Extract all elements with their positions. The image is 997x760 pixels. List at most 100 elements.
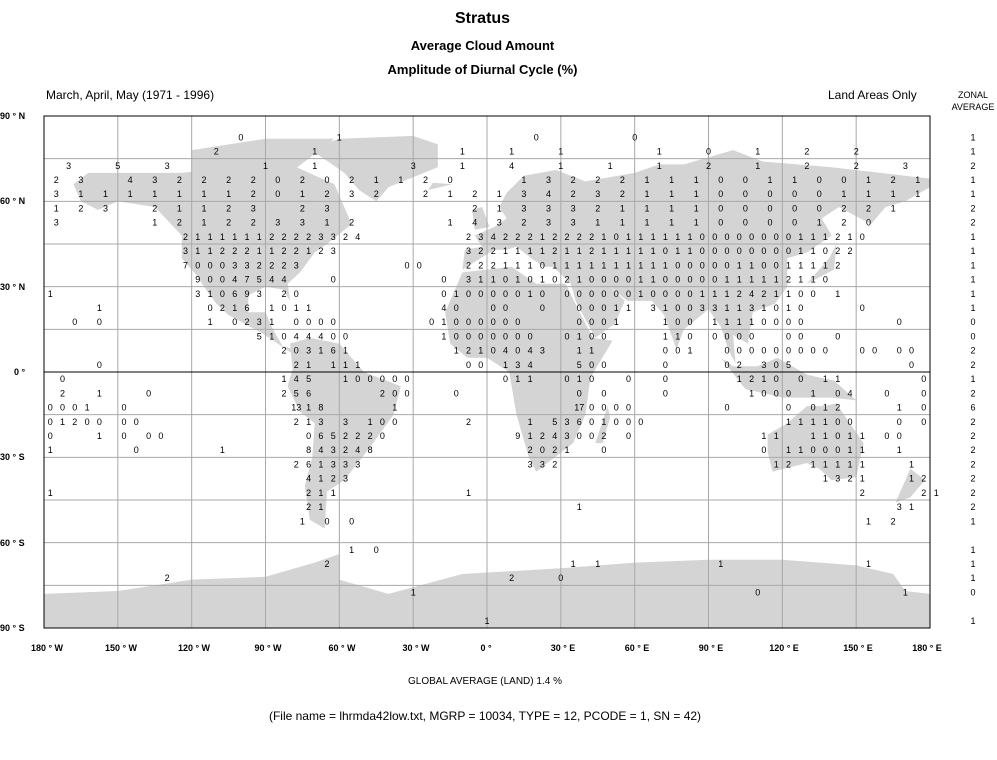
cell-value: 0 [761, 388, 766, 398]
cell-value: 2 [552, 246, 557, 256]
lon-label: 120 ° W [177, 643, 211, 653]
cell-value: 1 [331, 488, 336, 498]
cell-value: 0 [718, 218, 723, 228]
cell-value: 3 [306, 346, 311, 356]
lon-label: 90 ° W [254, 643, 282, 653]
zonal-average-value: 1 [970, 246, 975, 256]
cell-value: 0 [835, 445, 840, 455]
zonal-average-value: 1 [970, 260, 975, 270]
cell-value: 1 [343, 360, 348, 370]
cell-value: 0 [761, 232, 766, 242]
cell-value: 0 [724, 246, 729, 256]
cell-value: 2 [509, 573, 514, 583]
cell-value: 0 [281, 331, 286, 341]
cell-value: 1 [589, 346, 594, 356]
cell-value: 0 [626, 275, 631, 285]
cell-value: 2 [226, 218, 231, 228]
cell-value: 2 [294, 360, 299, 370]
cell-value: 5 [331, 431, 336, 441]
cell-value: 1 [694, 189, 699, 199]
cell-value: 0 [712, 232, 717, 242]
cell-value: 1 [774, 431, 779, 441]
cell-value: 1 [644, 175, 649, 185]
cell-value: 1 [823, 431, 828, 441]
cell-value: 0 [503, 303, 508, 313]
cell-value: 1 [601, 417, 606, 427]
cell-value: 0 [515, 346, 520, 356]
cell-value: 0 [626, 403, 631, 413]
cell-value: 1 [128, 189, 133, 199]
cell-value: 0 [651, 289, 656, 299]
cell-value: 1 [749, 260, 754, 270]
cell-value: 2 [423, 175, 428, 185]
cell-value: 5 [577, 360, 582, 370]
cell-value: 3 [331, 445, 336, 455]
cell-value: 1 [589, 260, 594, 270]
cell-value: 1 [687, 232, 692, 242]
cell-value: 13 [291, 403, 301, 413]
cell-value: 3 [349, 189, 354, 199]
cell-value: 2 [847, 474, 852, 484]
cell-value: 1 [48, 289, 53, 299]
cell-value: 0 [866, 218, 871, 228]
cell-value: 1 [48, 445, 53, 455]
cell-value: 3 [835, 474, 840, 484]
cell-value: 2 [835, 403, 840, 413]
cell-value: 1 [577, 331, 582, 341]
cell-value: 1 [761, 374, 766, 384]
cell-value: 1 [614, 303, 619, 313]
cell-value: 0 [577, 317, 582, 327]
cell-value: 0 [491, 317, 496, 327]
cell-value: 1 [811, 275, 816, 285]
cell-value: 0 [632, 132, 637, 142]
cell-value: 1 [515, 246, 520, 256]
land-area [73, 164, 352, 353]
cell-value: 0 [466, 317, 471, 327]
cell-value: 1 [306, 246, 311, 256]
cell-value: 0 [614, 417, 619, 427]
cell-value: 0 [712, 275, 717, 285]
cell-value: 1 [177, 189, 182, 199]
cell-value: 3 [497, 218, 502, 228]
cell-value: 2 [552, 232, 557, 242]
cell-value: 1 [577, 246, 582, 256]
cell-value: 2 [786, 275, 791, 285]
zonal-average-value: 1 [970, 516, 975, 526]
cell-value: 0 [921, 417, 926, 427]
cell-value: 2 [281, 346, 286, 356]
cell-value: 1 [823, 403, 828, 413]
cell-value: 3 [331, 459, 336, 469]
cell-value: 0 [503, 331, 508, 341]
cell-value: 2 [281, 260, 286, 270]
cell-value: 0 [232, 317, 237, 327]
cell-value: 0 [767, 218, 772, 228]
cell-value: 3 [897, 502, 902, 512]
cell-value: 2 [595, 203, 600, 213]
cell-value: 2 [589, 246, 594, 256]
zonal-average-value: 6 [970, 403, 975, 413]
cell-value: 2 [251, 218, 256, 228]
cell-value: 2 [177, 175, 182, 185]
cell-value: 3 [300, 218, 305, 228]
cell-value: 1 [669, 218, 674, 228]
cell-value: 1 [626, 232, 631, 242]
cell-value: 0 [724, 346, 729, 356]
cell-value: 8 [318, 403, 323, 413]
cell-value: 0 [798, 303, 803, 313]
cell-value: 1 [392, 403, 397, 413]
cell-value: 0 [614, 403, 619, 413]
cell-value: 3 [700, 303, 705, 313]
cell-value: 1 [638, 260, 643, 270]
cell-value: 1 [811, 388, 816, 398]
zonal-average-value: 1 [970, 275, 975, 285]
cell-value: 1 [847, 232, 852, 242]
cell-value: 1 [737, 303, 742, 313]
cell-value: 1 [860, 431, 865, 441]
zonal-average-value: 2 [970, 388, 975, 398]
cell-value: 1 [564, 246, 569, 256]
cell-value: 1 [749, 275, 754, 285]
zonal-average-value: 2 [970, 459, 975, 469]
cell-value: 3 [244, 260, 249, 270]
cell-value: 0 [318, 317, 323, 327]
cell-value: 3 [103, 203, 108, 213]
